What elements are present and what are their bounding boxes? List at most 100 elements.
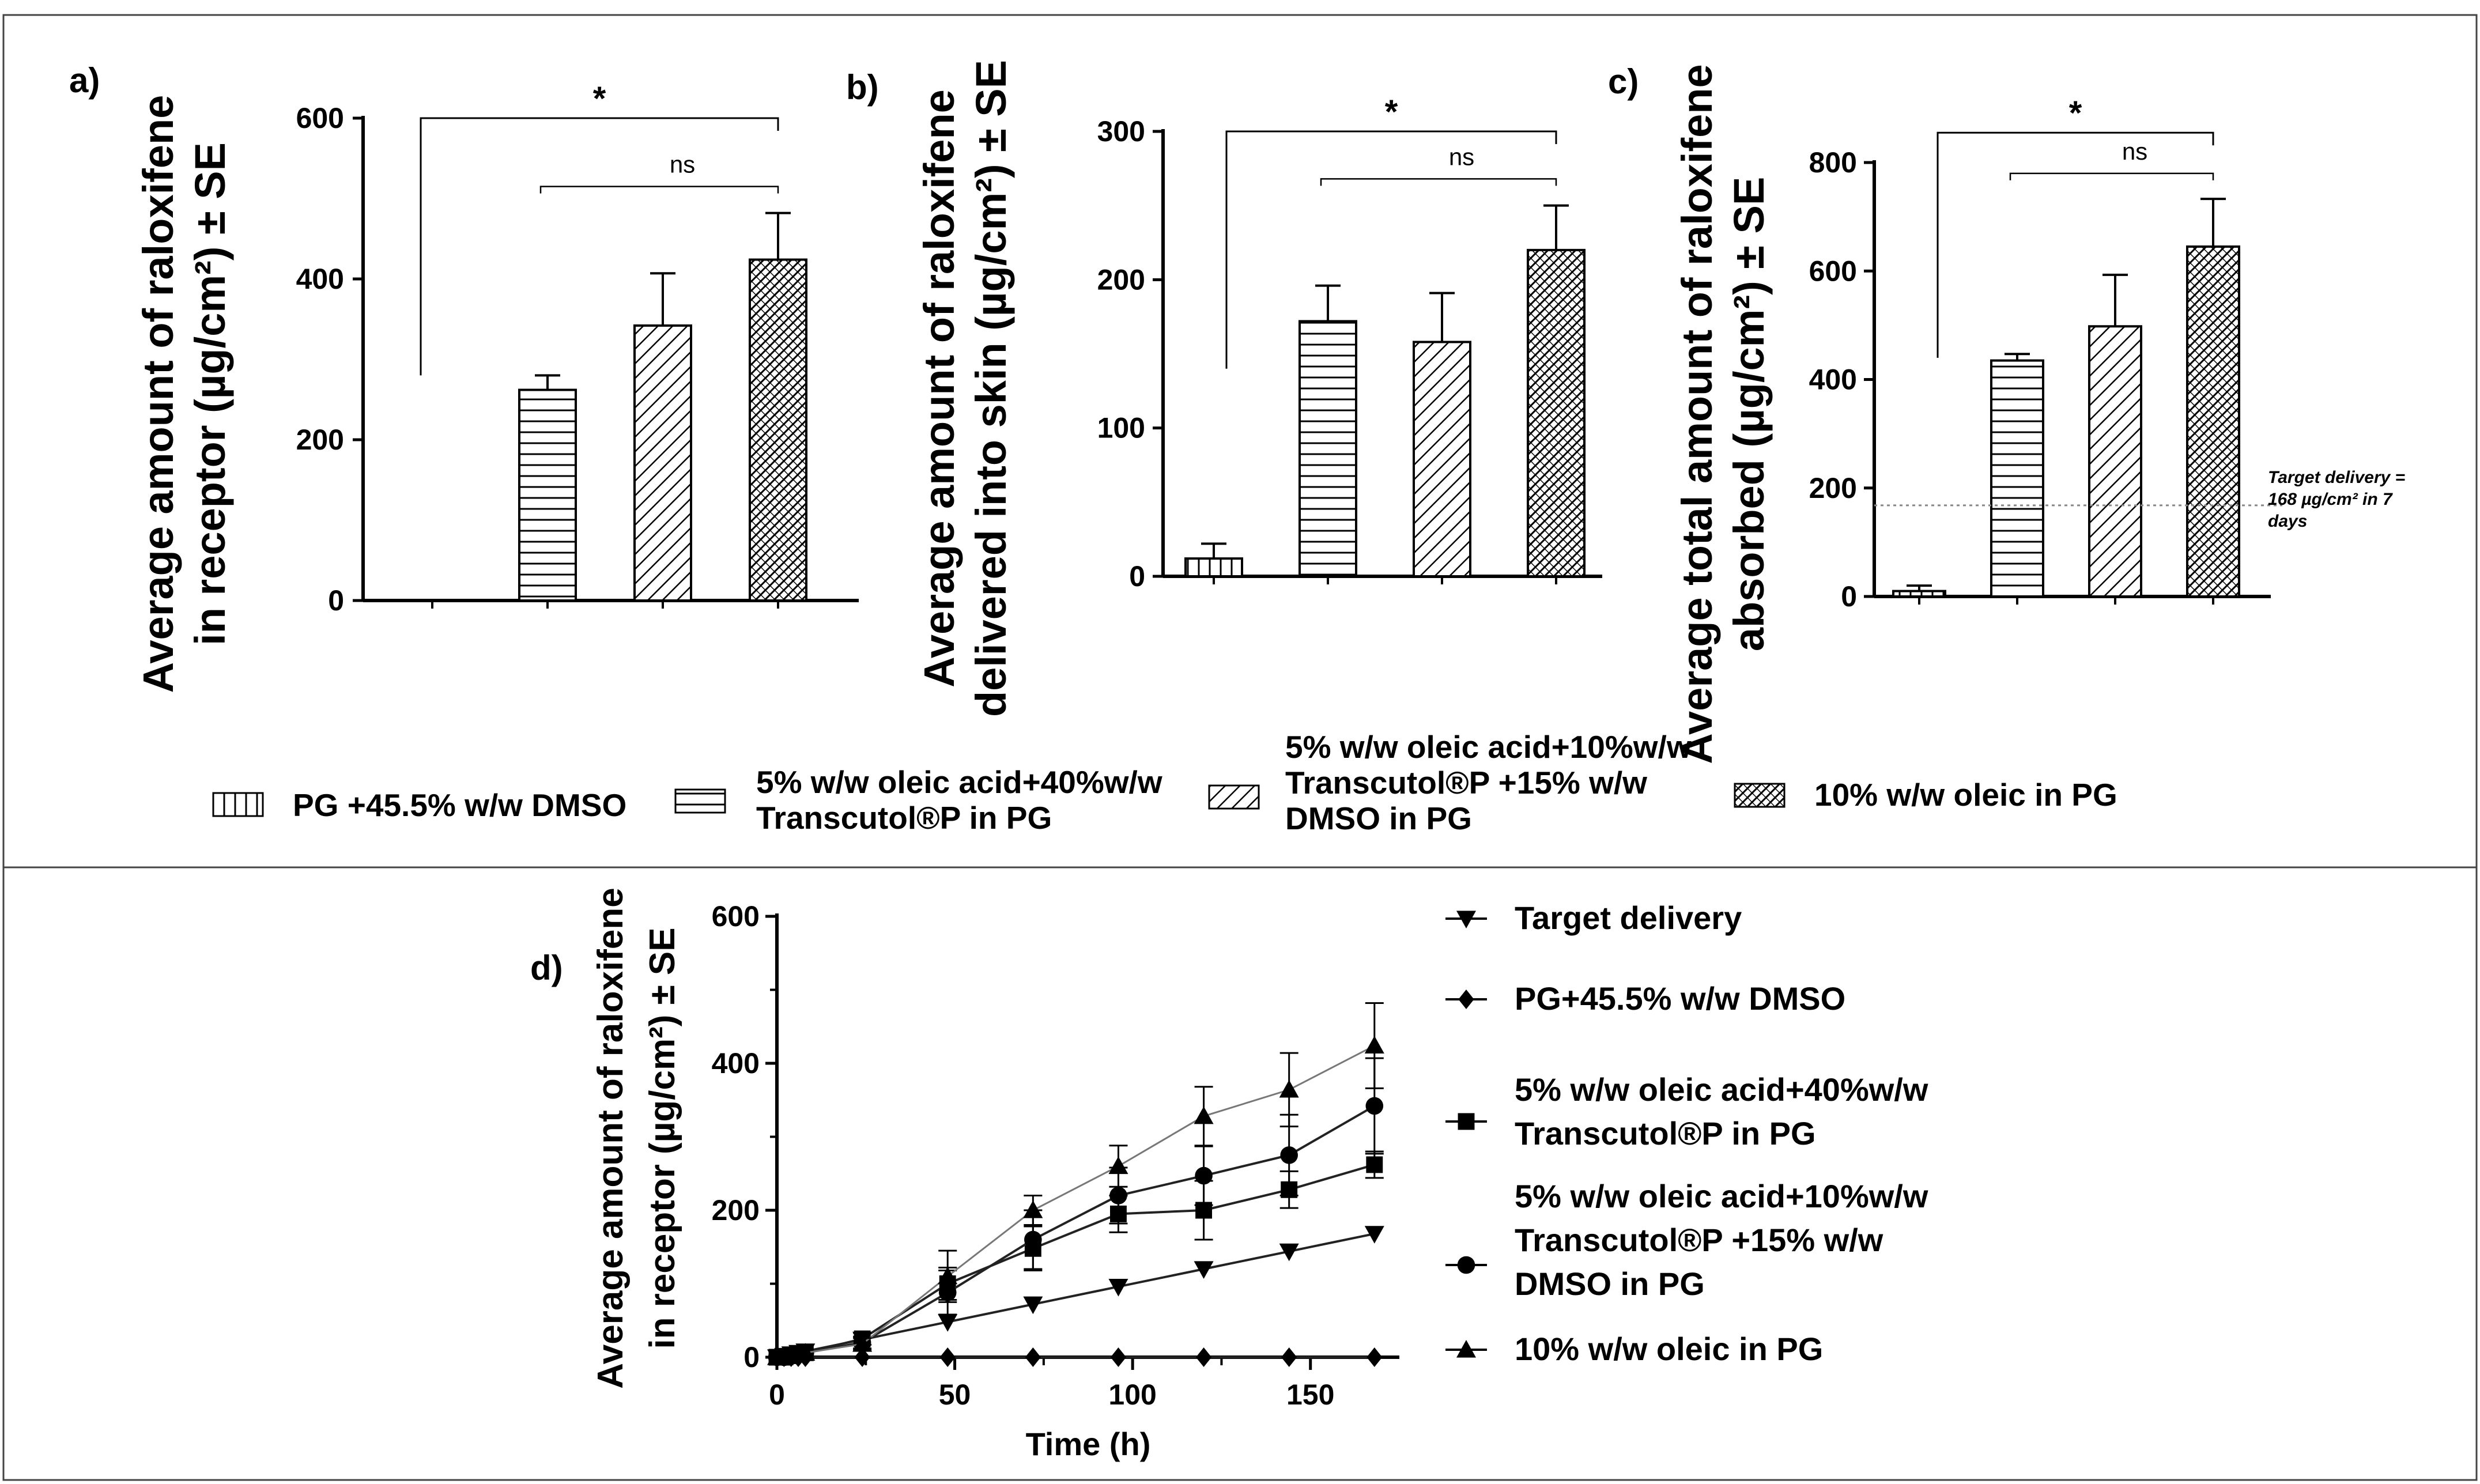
data-point <box>1365 1097 1384 1115</box>
y-tick-label: 200 <box>1809 472 1857 504</box>
bar <box>2186 245 2240 598</box>
data-point <box>939 1347 956 1367</box>
legend-label-1: PG +45.5% w/w DMSO <box>293 787 626 823</box>
legend-item-1: PG +45.5% w/w DMSO <box>212 787 626 823</box>
chart-panel-a: a) Average amount of raloxifenein recepto… <box>69 61 859 693</box>
legend-line-chart: Target delivery PG+45.5% w/w DMSO 5% w/w o… <box>1445 900 1928 1367</box>
y-tick-label: 0 <box>1841 580 1857 613</box>
series-4 <box>768 1057 1384 1366</box>
data-point <box>1108 1156 1128 1175</box>
legend-line-label: 5% w/w oleic acid+10%w/w Transcutol®P +15… <box>1515 1178 1928 1302</box>
bar <box>1892 590 1946 598</box>
significance-bracket <box>2009 172 2214 180</box>
y-tick-label: 800 <box>1809 146 1857 179</box>
data-point <box>1364 1226 1384 1244</box>
legend-item-line-1: Target delivery <box>1445 900 1742 936</box>
data-point <box>1195 1166 1213 1185</box>
data-point <box>854 1347 870 1367</box>
legend-line-label: Target delivery <box>1515 900 1742 936</box>
bar <box>1413 341 1471 577</box>
y-tick-label: 600 <box>712 900 760 932</box>
chart-panel-d: d) Average amount of raloxifene in recepto… <box>530 888 1928 1462</box>
x-tick-label: 150 <box>1286 1379 1334 1411</box>
panel-letter: b) <box>846 68 879 107</box>
significance-label: * <box>1385 93 1398 131</box>
legend-item-2: 5% w/w oleic acid+40%w/w Transcutol®P in … <box>674 764 1162 836</box>
significance-bracket <box>1320 178 1557 186</box>
bar <box>1990 359 2044 598</box>
bar <box>2088 325 2142 598</box>
y-axis-title: Average amount of raloxifenedelivered in… <box>915 60 1015 717</box>
data-point <box>1024 1230 1042 1249</box>
data-point <box>1458 990 1474 1009</box>
series-5 <box>767 1002 1384 1365</box>
chart-panel-b: b) Average amount of raloxifenedelivered … <box>846 60 1602 717</box>
y-tick-label: 0 <box>328 584 344 617</box>
bar <box>1298 320 1357 577</box>
y-tick-label: 100 <box>1097 412 1145 444</box>
chart-panel-c: c) Average total amount of raloxifeneabso… <box>1608 62 2405 764</box>
significance-label: * <box>593 80 606 118</box>
legend-item-3: 5% w/w oleic acid+10%w/w Transcutol®P +15… <box>1208 729 1692 836</box>
legend-label-3: 5% w/w oleic acid+10%w/w Transcutol®P +15… <box>1285 729 1692 836</box>
legend-label-4: 10% w/w oleic in PG <box>1814 777 2117 813</box>
data-point <box>1194 1261 1214 1279</box>
legend-label-2: 5% w/w oleic acid+40%w/w Transcutol®P in … <box>756 764 1162 836</box>
data-point <box>1367 1347 1383 1367</box>
legend-line-label: PG+45.5% w/w DMSO <box>1515 980 1845 1017</box>
y-tick-label: 600 <box>296 102 344 134</box>
y-tick-label: 400 <box>712 1047 760 1079</box>
data-point <box>1366 1156 1383 1173</box>
significance-label: ns <box>670 151 695 178</box>
legend-swatch-3 <box>1208 784 1260 810</box>
legend-line-label: 10% w/w oleic in PG <box>1515 1331 1823 1367</box>
legend-item-line-2: PG+45.5% w/w DMSO <box>1445 980 1845 1017</box>
data-point <box>1456 911 1476 928</box>
significance-bracket <box>539 186 779 194</box>
panel-letter: d) <box>530 949 563 987</box>
y-tick-label: 200 <box>712 1194 760 1226</box>
bar <box>633 324 692 602</box>
bar <box>1184 557 1243 577</box>
data-point <box>1023 1296 1043 1315</box>
y-tick-label: 300 <box>1097 115 1145 148</box>
data-point <box>1279 1243 1299 1262</box>
data-point <box>852 1334 873 1352</box>
data-point <box>1281 1347 1297 1367</box>
legend-item-line-3: 5% w/w oleic acid+40%w/w Transcutol®P in … <box>1445 1071 1928 1151</box>
x-tick-label: 50 <box>939 1379 971 1411</box>
significance-label: * <box>2069 95 2082 132</box>
x-axis-title: Time (h) <box>1026 1426 1151 1462</box>
legend-item-line-5: 10% w/w oleic in PG <box>1445 1331 1823 1367</box>
data-point <box>1194 1106 1214 1124</box>
legend-swatch-4 <box>1734 783 1786 808</box>
figure-frame <box>2 14 2478 1481</box>
y-tick-label: 600 <box>1809 255 1857 287</box>
y-tick-label: 400 <box>1809 364 1857 396</box>
data-point <box>1195 1347 1212 1367</box>
legend-swatch-1 <box>212 792 264 817</box>
legend-item-line-4: 5% w/w oleic acid+10%w/w Transcutol®P +15… <box>1445 1178 1928 1302</box>
panel-letter: c) <box>1608 62 1639 101</box>
legend-top: PG +45.5% w/w DMSO 5% w/w oleic acid+40%… <box>212 729 2117 836</box>
series-3 <box>768 1150 1384 1366</box>
data-point <box>1025 1347 1041 1367</box>
significance-label: ns <box>1449 143 1474 170</box>
significance-label: ns <box>2122 138 2147 165</box>
data-point <box>1195 1202 1213 1219</box>
y-tick-label: 200 <box>1097 263 1145 296</box>
data-point <box>1458 1113 1475 1130</box>
bar <box>518 388 577 602</box>
data-point <box>1280 1146 1298 1164</box>
y-tick-label: 200 <box>296 424 344 456</box>
y-axis-title: Average total amount of raloxifeneabsorb… <box>1673 64 1773 764</box>
significance-bracket <box>420 117 779 376</box>
data-point <box>938 1266 958 1285</box>
significance-bracket <box>1225 130 1557 369</box>
data-point <box>1457 1256 1475 1274</box>
legend-line-label: 5% w/w oleic acid+40%w/w Transcutol®P in … <box>1515 1071 1928 1151</box>
data-point <box>1023 1200 1043 1218</box>
target-reference-label: Target delivery = 168 µg/cm² in 7 days <box>2268 468 2405 531</box>
data-point <box>1456 1340 1476 1358</box>
